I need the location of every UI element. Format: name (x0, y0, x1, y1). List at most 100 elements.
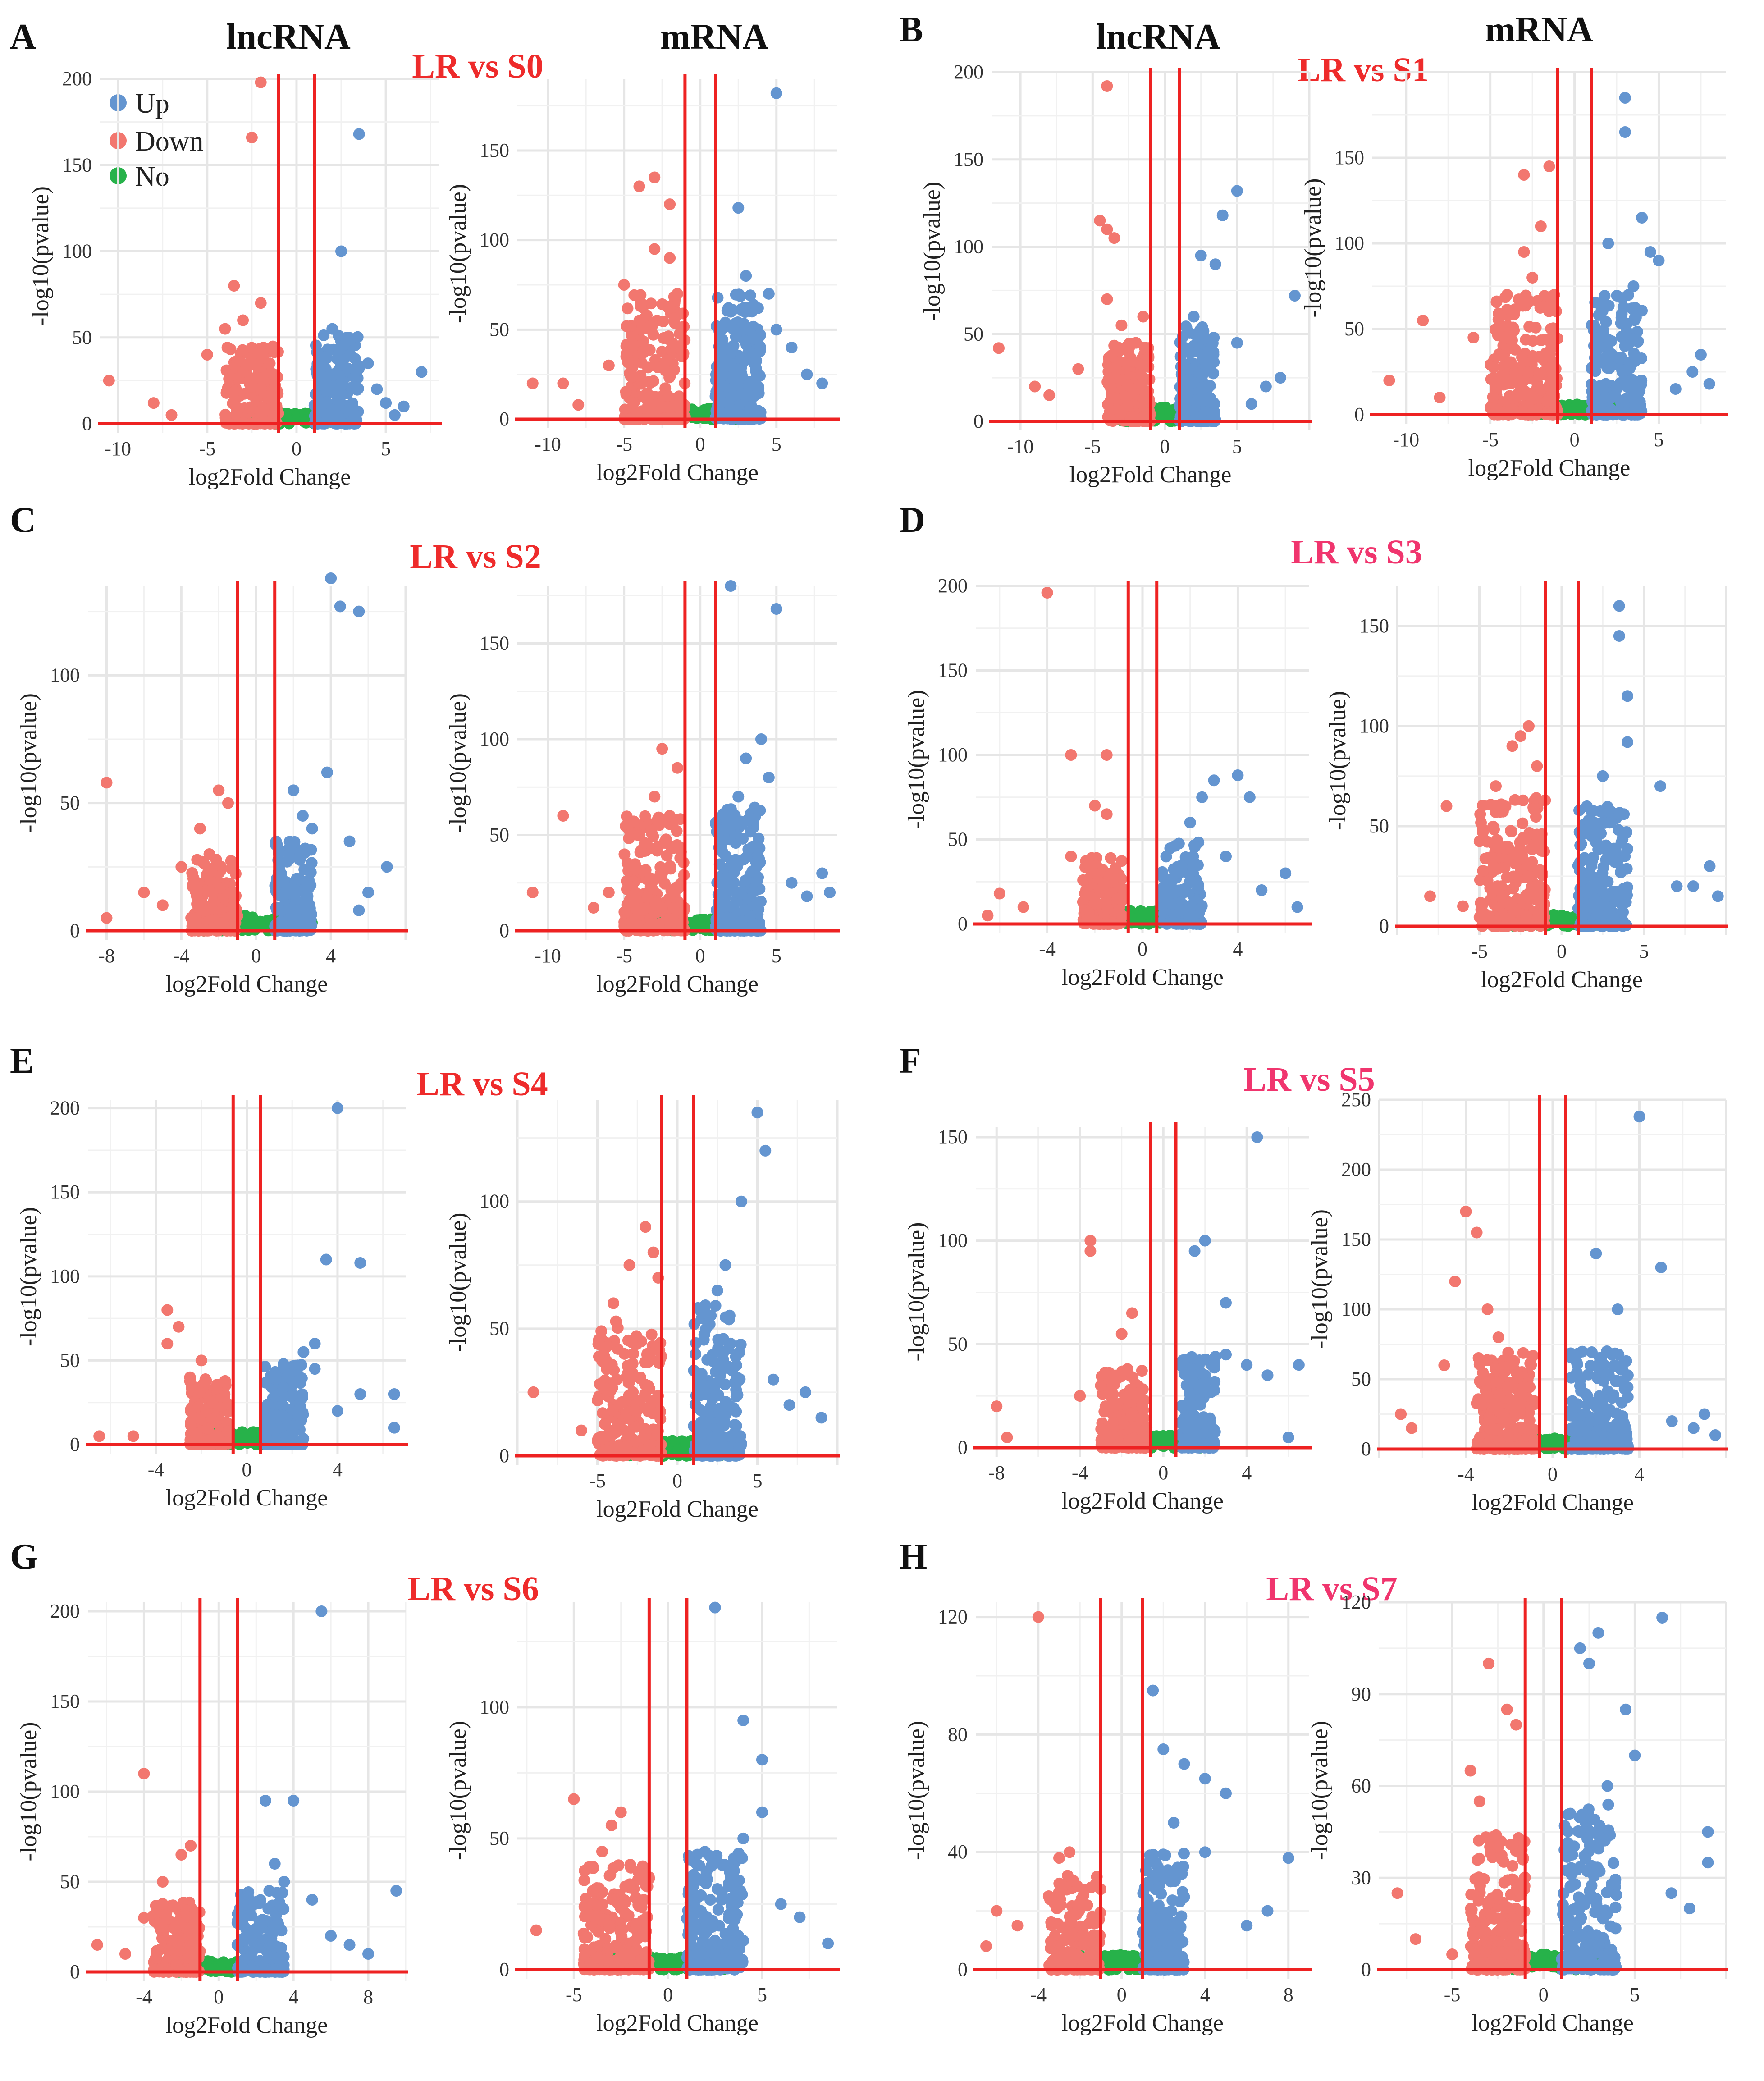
down-regulated-point (1518, 389, 1530, 401)
up-regulated-point (1291, 901, 1303, 913)
down-regulated-point (1080, 889, 1092, 901)
x-axis-label: log2Fold Change (596, 971, 759, 997)
x-tick-label: -10 (1393, 429, 1419, 451)
up-regulated-point (288, 884, 300, 896)
panel-label-e: E (10, 1041, 34, 1081)
down-regulated-point (1517, 817, 1529, 829)
down-regulated-point (103, 375, 115, 387)
down-regulated-point (225, 863, 238, 875)
down-regulated-point (642, 361, 654, 374)
x-tick-label: -10 (535, 945, 561, 967)
up-regulated-point (770, 603, 782, 615)
x-tick-label: 4 (326, 945, 336, 967)
down-regulated-point (664, 252, 676, 264)
down-regulated-point (1490, 296, 1503, 308)
not-significant-point (1164, 408, 1176, 420)
down-regulated-point (663, 330, 675, 343)
y-tick-label: 0 (958, 913, 968, 935)
down-regulated-point (161, 1304, 174, 1316)
up-regulated-point (1627, 333, 1639, 345)
up-regulated-point (1622, 736, 1633, 748)
x-axis-label: log2Fold Change (1481, 967, 1643, 992)
up-regulated-point (1578, 852, 1590, 864)
up-regulated-point (287, 1428, 299, 1440)
down-regulated-point (1545, 342, 1558, 354)
up-regulated-point (816, 377, 828, 389)
up-regulated-point (1597, 770, 1609, 782)
up-regulated-point (742, 843, 754, 855)
up-regulated-point (1621, 317, 1633, 329)
down-regulated-point (618, 279, 630, 291)
x-tick-label: 5 (772, 945, 781, 967)
up-regulated-point (722, 397, 734, 409)
down-regulated-point (1518, 169, 1530, 181)
up-regulated-point (1597, 353, 1609, 365)
up-regulated-point (786, 342, 798, 354)
down-regulated-point (267, 391, 279, 403)
up-regulated-point (770, 87, 782, 99)
up-regulated-point (1208, 774, 1220, 787)
up-regulated-point (753, 853, 765, 865)
up-regulated-point (786, 877, 798, 889)
up-regulated-point (728, 866, 740, 878)
up-regulated-point (1586, 887, 1598, 899)
up-regulated-point (321, 766, 333, 778)
up-regulated-point (1704, 860, 1716, 872)
up-regulated-point (763, 288, 775, 300)
down-regulated-point (1041, 587, 1053, 599)
down-regulated-point (1043, 389, 1056, 401)
up-regulated-point (1636, 305, 1648, 317)
down-regulated-point (191, 854, 203, 866)
down-regulated-point (234, 356, 247, 368)
down-regulated-point (1477, 864, 1489, 877)
y-tick-label: 100 (938, 744, 968, 766)
up-regulated-point (1594, 805, 1606, 817)
y-tick-label: 100 (480, 229, 509, 251)
down-regulated-point (1115, 319, 1128, 331)
x-tick-label: 0 (242, 1459, 252, 1481)
y-tick-label: 0 (973, 410, 983, 432)
down-regulated-point (667, 412, 679, 424)
up-regulated-point (1184, 817, 1196, 828)
x-tick-label: -8 (98, 945, 115, 967)
x-axis-label: log2Fold Change (189, 464, 351, 490)
up-regulated-point (388, 409, 401, 421)
down-regulated-point (626, 370, 638, 383)
down-regulated-point (1517, 850, 1529, 862)
down-regulated-point (1492, 407, 1504, 419)
up-regulated-point (725, 884, 737, 896)
up-regulated-point (348, 410, 361, 422)
y-tick-label: 0 (499, 408, 509, 430)
y-tick-label: 200 (954, 61, 983, 83)
down-regulated-point (672, 762, 683, 774)
up-regulated-point (717, 893, 729, 906)
x-tick-label: -10 (105, 438, 131, 460)
up-regulated-point (326, 404, 338, 416)
up-regulated-point (1627, 280, 1640, 292)
up-regulated-point (1256, 884, 1268, 896)
up-regulated-point (1671, 880, 1683, 892)
down-regulated-point (1105, 852, 1117, 864)
y-axis-label: -log10(pvalue) (28, 186, 54, 325)
up-regulated-point (288, 836, 301, 848)
down-regulated-point (1485, 373, 1497, 385)
down-regulated-point (1102, 373, 1115, 385)
x-tick-label: 5 (1654, 429, 1663, 451)
down-regulated-point (1545, 323, 1557, 335)
up-regulated-point (748, 333, 760, 345)
up-regulated-point (335, 245, 347, 257)
down-regulated-point (1109, 392, 1121, 404)
up-regulated-point (1197, 395, 1209, 407)
up-regulated-point (733, 288, 745, 301)
down-regulated-point (213, 1430, 225, 1442)
down-regulated-point (1487, 820, 1499, 832)
up-regulated-point (343, 835, 356, 847)
down-regulated-point (649, 171, 661, 183)
y-tick-label: 100 (62, 240, 92, 262)
legend-no-label: No (135, 161, 169, 192)
down-regulated-point (1543, 160, 1555, 172)
not-significant-point (1142, 908, 1154, 920)
down-regulated-point (1077, 874, 1089, 886)
down-regulated-point (1518, 246, 1530, 258)
